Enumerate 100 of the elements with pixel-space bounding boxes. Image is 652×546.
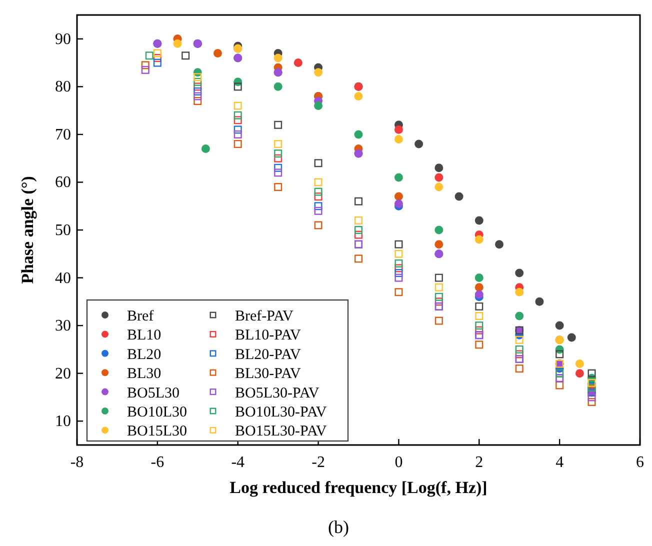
point <box>274 150 282 158</box>
y-axis-title: Phase angle (°) <box>18 176 37 284</box>
point <box>314 68 323 77</box>
x-tick-label: 0 <box>394 454 403 471</box>
point <box>234 116 242 124</box>
point <box>475 302 484 310</box>
point <box>141 61 150 70</box>
point <box>474 283 484 292</box>
point <box>475 322 484 330</box>
x-tick-label: -2 <box>312 454 325 471</box>
point <box>394 240 403 248</box>
point <box>354 92 363 100</box>
point <box>274 168 282 177</box>
point <box>294 58 302 68</box>
legend-label: BO15L30-PAV <box>235 424 327 440</box>
point <box>214 48 222 58</box>
point <box>394 134 403 144</box>
point <box>194 87 202 96</box>
point <box>314 159 322 168</box>
point <box>394 199 403 208</box>
point <box>474 216 484 225</box>
point <box>394 173 403 182</box>
y-tick-label: 70 <box>55 126 71 144</box>
legend-label: BL30 <box>127 366 162 382</box>
legend-label: BO15L30 <box>127 424 187 440</box>
x-tick-label: 4 <box>556 454 564 471</box>
point <box>354 254 362 263</box>
point <box>201 144 210 154</box>
y-tick-label: 40 <box>55 270 71 287</box>
point <box>153 58 162 67</box>
legend-label: BO10L30 <box>127 404 187 420</box>
point <box>234 111 242 120</box>
point <box>153 54 162 62</box>
point <box>434 226 444 234</box>
point <box>394 125 403 134</box>
point <box>394 192 403 201</box>
point <box>394 288 403 296</box>
point <box>314 202 322 210</box>
point <box>556 381 564 390</box>
legend-label: Bref <box>127 308 154 324</box>
point <box>434 182 444 192</box>
point <box>274 183 282 191</box>
point <box>182 52 190 60</box>
legend-label: BL10-PAV <box>235 328 302 344</box>
x-tick-label: -8 <box>70 454 84 471</box>
legend-label: BL20 <box>127 346 162 363</box>
point <box>314 192 322 201</box>
point <box>194 92 202 100</box>
point <box>194 73 202 82</box>
point <box>434 298 443 306</box>
y-tick-label: 90 <box>55 30 71 48</box>
point <box>475 312 484 320</box>
point <box>234 140 242 148</box>
legend-label: BO5L30-PAV <box>235 385 320 402</box>
x-tick-label: -4 <box>231 454 245 471</box>
point <box>474 274 484 282</box>
point <box>588 369 596 378</box>
point <box>556 350 564 358</box>
point <box>234 126 242 134</box>
point <box>515 350 524 358</box>
point <box>234 82 242 91</box>
legend-label: BL30-PAV <box>235 366 302 382</box>
point <box>414 140 424 148</box>
point <box>194 97 202 105</box>
point <box>314 102 323 110</box>
point <box>314 206 322 215</box>
point <box>394 264 403 272</box>
point <box>434 164 444 172</box>
point <box>274 82 282 91</box>
point <box>475 326 484 334</box>
point <box>354 197 362 206</box>
legend-label: BL10 <box>127 328 162 344</box>
point <box>515 364 524 373</box>
point <box>354 230 362 239</box>
point <box>314 188 322 196</box>
point <box>354 226 362 234</box>
point <box>234 102 242 110</box>
legend-label: BO10L30-PAV <box>235 404 327 420</box>
point <box>535 297 544 306</box>
legend-label: Bref-PAV <box>235 308 294 324</box>
point <box>434 274 443 282</box>
point <box>515 345 524 354</box>
y-tick-label: 50 <box>55 222 71 239</box>
point <box>274 120 282 129</box>
text: (b) <box>328 517 349 537</box>
point <box>575 369 584 378</box>
x-tick-label: -6 <box>150 454 164 471</box>
point <box>314 178 322 186</box>
y-tick-label: 60 <box>55 174 71 192</box>
point <box>434 173 444 182</box>
point <box>434 283 443 292</box>
point <box>588 398 596 406</box>
y-tick-label: 30 <box>55 318 71 335</box>
point <box>454 192 464 201</box>
x-tick-label: 2 <box>475 454 484 471</box>
point <box>141 66 150 74</box>
point <box>515 336 524 344</box>
point <box>194 78 202 86</box>
point <box>394 269 403 277</box>
point <box>575 360 584 368</box>
